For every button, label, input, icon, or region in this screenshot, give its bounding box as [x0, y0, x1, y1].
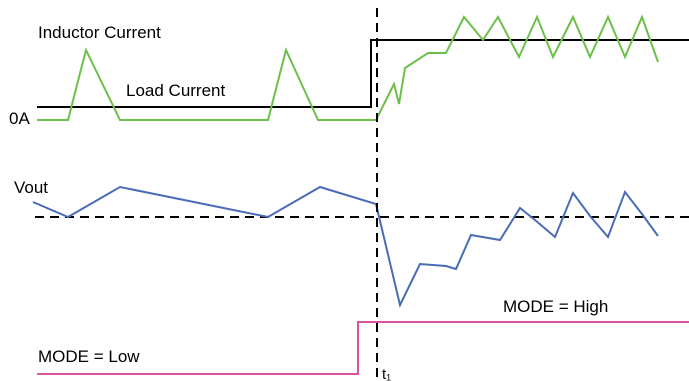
inductor-current-label: Inductor Current	[38, 23, 161, 42]
zero-amp-label: 0A	[9, 109, 30, 128]
vout-label: Vout	[14, 178, 48, 197]
t1-label: t₁	[382, 366, 391, 381]
inductor-current-trace	[37, 14, 659, 121]
load-current-trace	[37, 39, 689, 108]
load-current-label: Load Current	[126, 81, 226, 100]
vout-trace	[32, 185, 659, 308]
mode-high-label: MODE = High	[503, 297, 608, 316]
mode-trace	[37, 321, 689, 375]
mode-low-label: MODE = Low	[38, 347, 140, 366]
